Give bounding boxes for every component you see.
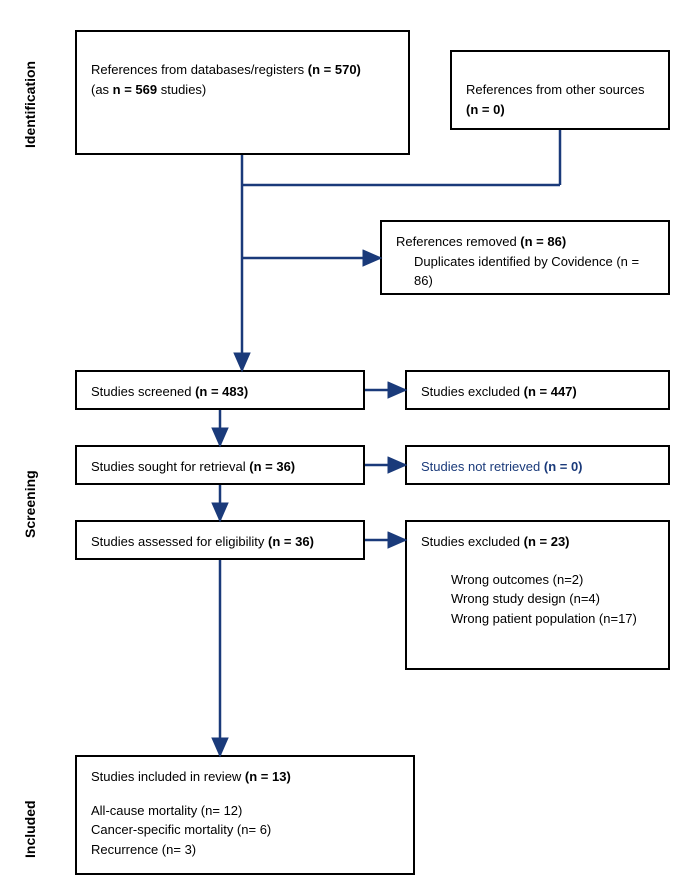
text-line: Studies assessed for eligibility (n = 36… xyxy=(91,532,349,552)
text-line: Cancer-specific mortality (n= 6) xyxy=(91,820,399,840)
box-references-removed: References removed (n = 86) Duplicates i… xyxy=(380,220,670,295)
stage-label-identification: Identification xyxy=(22,48,38,148)
box-studies-excluded-1: Studies excluded (n = 447) xyxy=(405,370,670,410)
text-line: Studies excluded (n = 23) xyxy=(421,532,654,552)
box-studies-screened: Studies screened (n = 483) xyxy=(75,370,365,410)
text-line: Studies not retrieved (n = 0) xyxy=(421,457,654,477)
box-other-sources: References from other sources (n = 0) xyxy=(450,50,670,130)
stage-label-text: Identification xyxy=(22,61,38,148)
box-studies-sought: Studies sought for retrieval (n = 36) xyxy=(75,445,365,485)
box-studies-included: Studies included in review (n = 13) All-… xyxy=(75,755,415,875)
stage-label-included: Included xyxy=(22,788,38,858)
text-line: References from databases/registers (n =… xyxy=(91,60,394,80)
text-line: References from other sources (n = 0) xyxy=(466,80,654,119)
text-line: All-cause mortality (n= 12) xyxy=(91,801,399,821)
text-line: Wrong study design (n=4) xyxy=(451,589,654,609)
box-studies-assessed: Studies assessed for eligibility (n = 36… xyxy=(75,520,365,560)
text-line: Duplicates identified by Covidence (n = … xyxy=(414,252,654,291)
text-line: Studies screened (n = 483) xyxy=(91,382,349,402)
text-line: Studies excluded (n = 447) xyxy=(421,382,654,402)
stage-label-screening: Screening xyxy=(22,458,38,538)
box-studies-not-retrieved: Studies not retrieved (n = 0) xyxy=(405,445,670,485)
text-line: Wrong patient population (n=17) xyxy=(451,609,654,629)
text-line: Wrong outcomes (n=2) xyxy=(451,570,654,590)
box-databases: References from databases/registers (n =… xyxy=(75,30,410,155)
text-line: Studies included in review (n = 13) xyxy=(91,767,399,787)
box-studies-excluded-2: Studies excluded (n = 23) Wrong outcomes… xyxy=(405,520,670,670)
text-line: Recurrence (n= 3) xyxy=(91,840,399,860)
stage-label-text: Included xyxy=(22,800,38,858)
text-line: (as n = 569 studies) xyxy=(91,80,394,100)
text-line: Studies sought for retrieval (n = 36) xyxy=(91,457,349,477)
text-line: References removed (n = 86) xyxy=(396,232,654,252)
stage-label-text: Screening xyxy=(22,470,38,538)
